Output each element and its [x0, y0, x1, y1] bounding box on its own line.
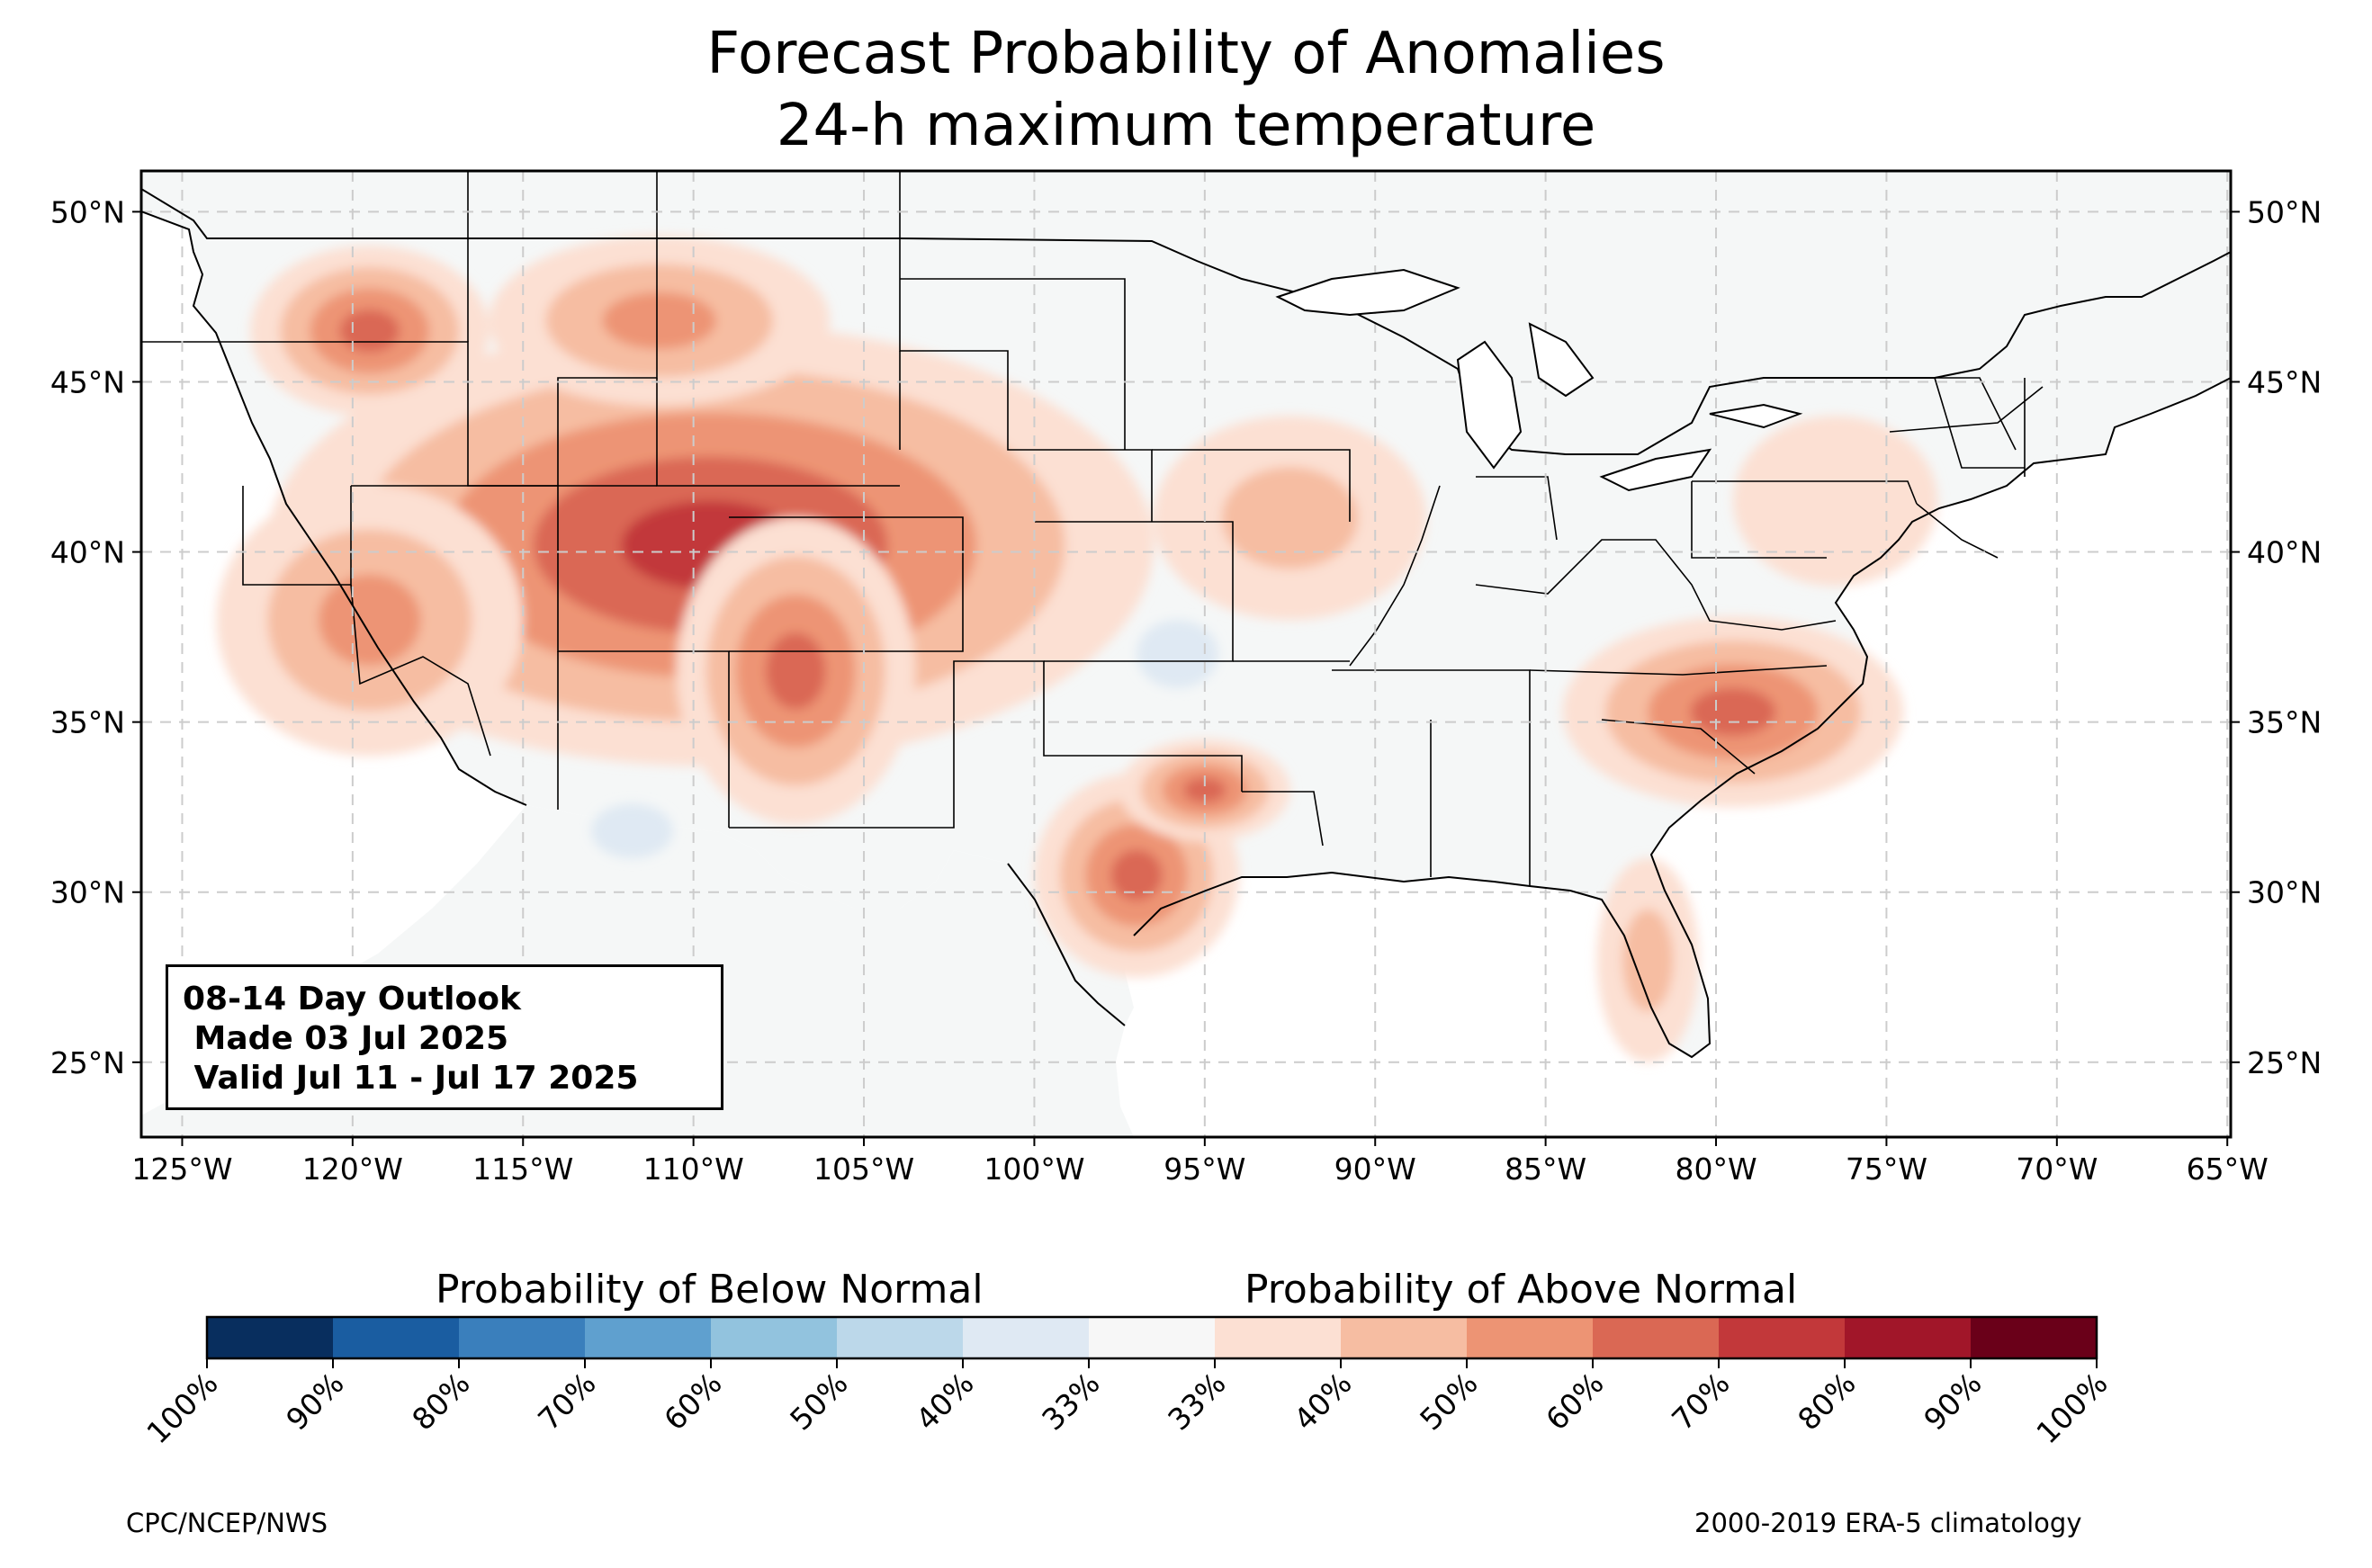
colorbar-swatch-13: [1845, 1317, 1972, 1358]
lon-tick-label-4: 105°W: [813, 1151, 914, 1187]
lat-tick-label-right-3: 35°N: [2247, 705, 2322, 740]
colorbar-tick-label-0: 100%: [139, 1366, 224, 1450]
colorbar-tick-label-1: 90%: [279, 1366, 350, 1437]
colorbar-swatch-14: [1971, 1317, 2098, 1358]
outlook-period: 08-14 Day Outlook: [183, 981, 521, 1017]
lon-tick-label-12: 65°W: [2187, 1151, 2269, 1187]
colorbar-tick-label-13: 80%: [1791, 1366, 1862, 1437]
outlook-info-box: 08-14 Day Outlook Made 03 Jul 2025 Valid…: [166, 964, 723, 1110]
colorbar-tick-label-5: 50%: [783, 1366, 854, 1437]
probability-region-3-level-50: [318, 574, 421, 666]
lat-tick-label-left-2: 40°N: [50, 535, 125, 570]
probability-region-10-level-33: [1732, 416, 1938, 587]
canada-border: [141, 188, 2231, 455]
colorbar-swatch-5: [837, 1317, 964, 1358]
colorbar-below-label: Probability of Below Normal: [436, 1267, 984, 1313]
colorbar-swatch-9: [1341, 1317, 1468, 1358]
lon-tick-label-2: 115°W: [472, 1151, 573, 1187]
colorbar-tick-label-2: 80%: [405, 1366, 476, 1437]
lat-tick-label-right-5: 25°N: [2247, 1045, 2322, 1080]
lon-tick-label-10: 75°W: [1846, 1151, 1927, 1187]
colorbar: 100% 90% 80% 70% 60% 50% 40% 33% 33% 40% 50% 60% 70%…: [139, 1315, 2115, 1450]
lon-tick-label-6: 95°W: [1164, 1151, 1245, 1187]
probability-region-1-level-60: [339, 309, 400, 353]
colorbar-swatch-3: [585, 1317, 712, 1358]
colorbar-tick-label-9: 40%: [1287, 1366, 1358, 1437]
great-lakes: [1275, 268, 1803, 492]
probability-region-8-level-40: [1221, 467, 1359, 569]
lat-tick-label-right-4: 30°N: [2247, 875, 2322, 910]
lon-tick-label-8: 85°W: [1505, 1151, 1586, 1187]
probability-region-4-level-60: [766, 632, 826, 710]
colorbar-tick-label-14: 90%: [1917, 1366, 1988, 1437]
lat-tick-label-left-0: 50°N: [50, 194, 125, 229]
colorbar-tick-label-10: 50%: [1413, 1366, 1484, 1437]
footer-climatology: 2000-2019 ERA-5 climatology: [1694, 1508, 2082, 1538]
lat-tick-label-left-4: 30°N: [50, 875, 125, 910]
colorbar-frame: [205, 1315, 2098, 1360]
graticule: [141, 171, 2231, 1137]
colorbar-tick-label-7: 33%: [1035, 1366, 1106, 1437]
coastline: [141, 211, 2231, 1059]
lat-tick-label-right-0: 50°N: [2247, 194, 2322, 229]
colorbar-swatch-1: [333, 1317, 460, 1358]
colorbar-tick-label-11: 60%: [1539, 1366, 1610, 1437]
probability-region-12-level-33: [1137, 620, 1218, 688]
lon-tick-label-7: 90°W: [1334, 1151, 1416, 1187]
lat-tick-label-left-1: 45°N: [50, 364, 125, 399]
colorbar-tick-label-6: 40%: [909, 1366, 980, 1437]
lon-tick-label-9: 80°W: [1675, 1151, 1757, 1187]
lon-tick-label-5: 100°W: [984, 1151, 1084, 1187]
footer-source: CPC/NCEP/NWS: [126, 1508, 328, 1538]
colorbar-tick-label-3: 70%: [531, 1366, 602, 1437]
axis-ticks: 125°W 120°W 115°W 110°W 105°W 100°W 95°W 90°W 85…: [50, 194, 2322, 1187]
colorbar-swatch-6: [963, 1317, 1090, 1358]
lon-tick-label-3: 110°W: [643, 1151, 744, 1187]
colorbar-swatch-8: [1215, 1317, 1342, 1358]
colorbar-swatch-10: [1467, 1317, 1594, 1358]
colorbar-above-label: Probability of Above Normal: [1244, 1267, 1798, 1313]
lon-tick-label-0: 125°W: [131, 1151, 232, 1187]
made-date: Made 03 Jul 2025: [183, 1020, 509, 1057]
lat-tick-label-right-1: 45°N: [2247, 364, 2322, 399]
title-line-1: Forecast Probability of Anomalies: [706, 21, 1666, 87]
probability-region-5-level-60: [1110, 849, 1163, 901]
probability-region-7-level-60: [1690, 687, 1776, 736]
lon-tick-label-11: 70°W: [2016, 1151, 2098, 1187]
colorbar-swatch-12: [1719, 1317, 1846, 1358]
lat-tick-label-right-2: 40°N: [2247, 535, 2322, 570]
probability-region-2-level-50: [602, 291, 716, 349]
valid-dates: Valid Jul 11 - Jul 17 2025: [183, 1060, 639, 1097]
lat-tick-label-left-5: 25°N: [50, 1045, 125, 1080]
state-boundaries: [141, 171, 2044, 886]
lat-tick-label-left-3: 35°N: [50, 705, 125, 740]
colorbar-swatch-4: [711, 1317, 838, 1358]
colorbar-tick-label-8: 33%: [1161, 1366, 1232, 1437]
colorbar-swatch-7: [1089, 1317, 1216, 1358]
lon-tick-label-1: 120°W: [302, 1151, 403, 1187]
title-line-2: 24-h maximum temperature: [776, 93, 1596, 159]
probability-shading: [216, 235, 1938, 1062]
colorbar-swatch-11: [1593, 1317, 1720, 1358]
probability-region-6-level-60: [1183, 777, 1226, 803]
colorbar-tick-label-12: 70%: [1665, 1366, 1736, 1437]
colorbar-swatch-2: [459, 1317, 586, 1358]
colorbar-tick-label-4: 60%: [657, 1366, 728, 1437]
map-frame: [139, 169, 2233, 1139]
probability-region-11-level-33: [591, 803, 673, 858]
colorbar-tick-label-15: 100%: [2029, 1366, 2114, 1450]
probability-region-9-level-40: [1622, 909, 1674, 1012]
colorbar-swatch-0: [207, 1317, 334, 1358]
